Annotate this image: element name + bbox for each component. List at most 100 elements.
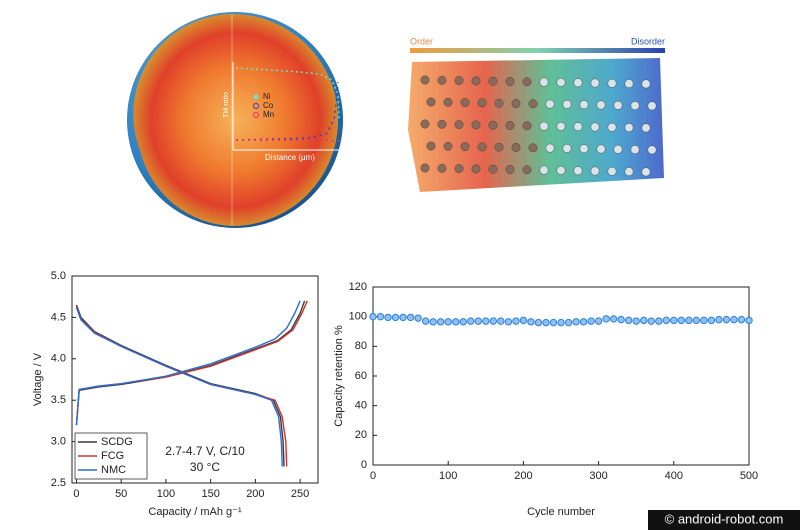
point [421, 317, 430, 325]
atoms [420, 75, 657, 177]
atom [454, 76, 464, 86]
point [632, 317, 640, 325]
curve [75, 304, 285, 467]
atom [556, 78, 566, 87]
atom [505, 77, 515, 86]
atom [590, 166, 600, 176]
atom [562, 100, 572, 109]
watermark: © android-robot.com [665, 511, 784, 526]
y-tick-label: 100 [349, 311, 367, 323]
point [399, 313, 407, 322]
atom [596, 100, 606, 110]
structure-illustration: Order Disorder [408, 36, 665, 192]
point [444, 318, 452, 326]
atom [641, 167, 651, 177]
atom [488, 164, 498, 174]
atom [579, 100, 589, 110]
y-tick-label: 4.5 [51, 311, 66, 323]
x-tick-label: 0 [370, 470, 376, 482]
plot-frame [372, 286, 750, 466]
atom [454, 120, 464, 130]
atom [443, 141, 453, 151]
atom [641, 123, 651, 133]
atom [641, 79, 651, 89]
y-tick-label: 40 [355, 400, 367, 412]
point [376, 312, 385, 321]
point [564, 318, 573, 327]
x-axis-label: Capacity / mAh g⁻¹ [148, 506, 242, 518]
atom [624, 123, 634, 133]
atom [494, 142, 504, 152]
y-axis-label: Capacity retention % [333, 325, 345, 427]
point [579, 318, 588, 326]
annotation: 30 °C [190, 460, 220, 474]
point [640, 316, 648, 325]
x-tick-label: 400 [665, 470, 683, 482]
atom [562, 143, 572, 153]
inset-legend-dot [253, 103, 259, 109]
atom [545, 99, 555, 109]
x-tick-label: 250 [291, 488, 309, 500]
point [414, 314, 422, 322]
atom [556, 165, 566, 175]
point [572, 318, 580, 326]
inset-legend-dot [253, 94, 259, 100]
atom [477, 98, 487, 108]
x-tick-label: 50 [115, 488, 127, 500]
atom [590, 78, 600, 88]
atom [539, 121, 549, 131]
atom [420, 119, 430, 129]
y-tick-label: 0 [361, 459, 367, 471]
atom [647, 101, 657, 111]
curve [75, 307, 283, 467]
point [685, 316, 693, 325]
atom [522, 121, 532, 131]
atom [590, 122, 600, 132]
point [406, 313, 415, 322]
point [692, 316, 701, 325]
plot-frame [71, 275, 319, 484]
point [647, 317, 655, 325]
cross-section [133, 14, 338, 226]
atom [596, 144, 606, 154]
atom [613, 100, 623, 110]
point [527, 318, 535, 326]
point [542, 318, 550, 327]
point [504, 318, 513, 326]
legend-label: SCDG [101, 436, 133, 448]
point [617, 315, 625, 324]
point [715, 315, 723, 324]
inset-legend-dot [253, 112, 259, 118]
x-tick-label: 0 [73, 488, 79, 500]
y-tick-label: 2.5 [51, 477, 66, 489]
inset-x-label: Distance (μm) [265, 153, 315, 162]
point [474, 317, 482, 325]
point [489, 317, 498, 325]
atom [460, 142, 470, 152]
point [459, 318, 467, 326]
inset-legend: Co [263, 101, 274, 110]
point [624, 316, 633, 325]
atom [630, 101, 640, 111]
point [512, 317, 520, 325]
watermark-box [648, 510, 800, 530]
atom [443, 97, 453, 107]
point [670, 316, 678, 325]
atom [607, 78, 617, 88]
curve [75, 300, 306, 426]
x-tick-label: 200 [514, 470, 532, 482]
y-tick-label: 80 [355, 340, 367, 352]
y-tick-label: 60 [355, 370, 367, 382]
inset-co [235, 81, 339, 141]
point [655, 317, 663, 325]
curve [75, 300, 301, 426]
point [609, 315, 618, 323]
y-tick-label: 3.5 [51, 394, 66, 406]
atom [488, 120, 498, 130]
point [557, 318, 565, 327]
x-tick-label: 100 [157, 488, 175, 500]
point [467, 317, 475, 325]
order-label: Order [410, 36, 433, 46]
y-axis-label: Voltage / V [32, 352, 44, 406]
point [369, 312, 377, 321]
